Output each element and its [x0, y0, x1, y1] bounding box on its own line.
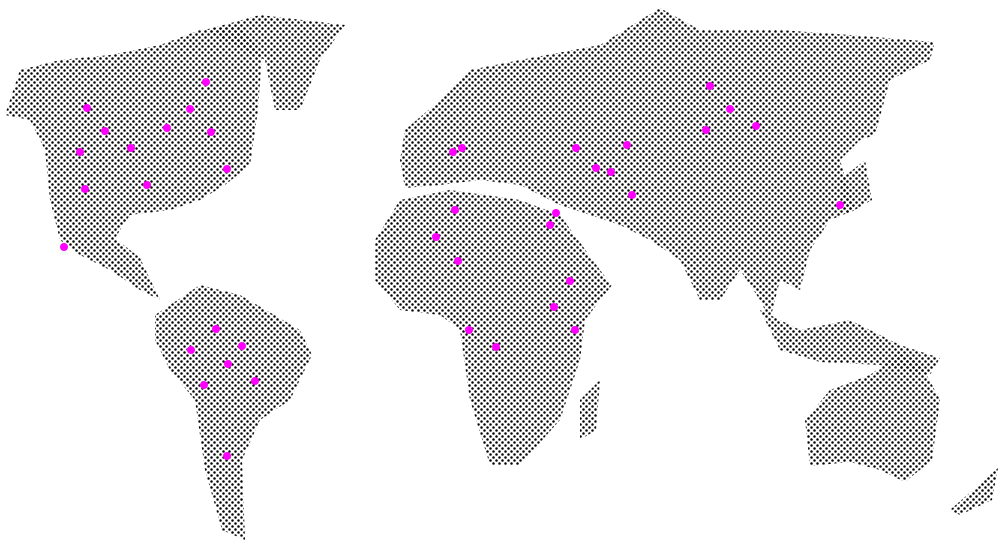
location-marker[interactable] — [571, 326, 579, 334]
location-marker[interactable] — [212, 325, 220, 333]
location-markers — [60, 78, 844, 460]
location-marker[interactable] — [187, 346, 195, 354]
location-marker[interactable] — [223, 165, 231, 173]
location-marker[interactable] — [706, 82, 714, 90]
location-marker[interactable] — [238, 342, 246, 350]
location-marker[interactable] — [702, 126, 710, 134]
africa-landmass — [375, 190, 612, 465]
australia-landmass — [805, 352, 940, 482]
location-marker[interactable] — [223, 452, 231, 460]
location-marker[interactable] — [492, 343, 500, 351]
location-marker[interactable] — [454, 257, 462, 265]
location-marker[interactable] — [200, 381, 208, 389]
location-marker[interactable] — [432, 233, 440, 241]
location-marker[interactable] — [143, 181, 151, 189]
eurasia-landmass — [400, 8, 935, 320]
landmasses — [5, 8, 998, 540]
south-america-landmass — [155, 285, 312, 540]
location-marker[interactable] — [572, 144, 580, 152]
location-marker[interactable] — [726, 105, 734, 113]
north-america-landmass — [5, 25, 262, 300]
greenland-landmass — [205, 15, 345, 110]
location-marker[interactable] — [752, 122, 760, 130]
location-marker[interactable] — [60, 243, 68, 251]
location-marker[interactable] — [449, 148, 457, 156]
location-marker[interactable] — [127, 144, 135, 152]
location-marker[interactable] — [566, 277, 574, 285]
location-marker[interactable] — [76, 148, 84, 156]
location-marker[interactable] — [623, 141, 631, 149]
location-marker[interactable] — [552, 209, 560, 217]
location-marker[interactable] — [607, 168, 615, 176]
location-marker[interactable] — [836, 201, 844, 209]
location-marker[interactable] — [186, 105, 194, 113]
location-marker[interactable] — [81, 185, 89, 193]
madagascar-landmass — [580, 380, 600, 440]
location-marker[interactable] — [465, 326, 473, 334]
location-marker[interactable] — [224, 360, 232, 368]
location-marker[interactable] — [458, 144, 466, 152]
location-marker[interactable] — [101, 127, 109, 135]
location-marker[interactable] — [546, 221, 554, 229]
location-marker[interactable] — [251, 377, 259, 385]
location-marker[interactable] — [628, 191, 636, 199]
location-marker[interactable] — [163, 124, 171, 132]
location-marker[interactable] — [207, 128, 215, 136]
location-marker[interactable] — [83, 104, 91, 112]
new-zealand-landmass — [950, 468, 998, 515]
location-marker[interactable] — [550, 303, 558, 311]
location-marker[interactable] — [451, 206, 459, 214]
location-marker[interactable] — [202, 78, 210, 86]
japan-landmass — [840, 160, 872, 215]
location-marker[interactable] — [592, 164, 600, 172]
